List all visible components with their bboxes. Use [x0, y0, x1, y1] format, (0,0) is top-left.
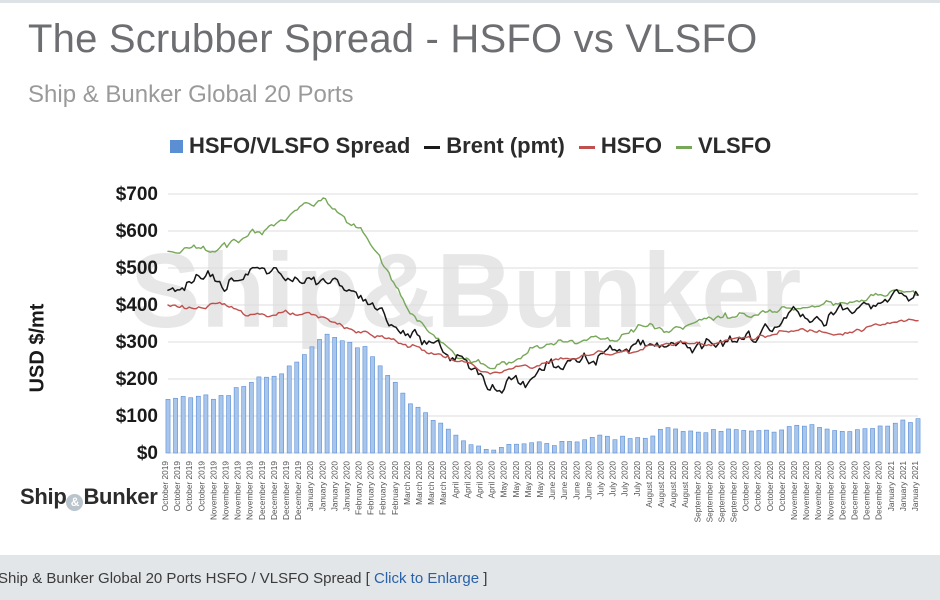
svg-text:November 2020: November 2020 [825, 461, 835, 520]
svg-text:November 2019: November 2019 [233, 461, 243, 520]
svg-text:April 2020: April 2020 [450, 461, 460, 499]
svg-text:August 2020: August 2020 [644, 461, 654, 508]
svg-text:January 2021: January 2021 [886, 461, 896, 512]
svg-text:September 2020: September 2020 [729, 461, 739, 523]
svg-text:December 2019: December 2019 [293, 461, 303, 520]
svg-text:February 2020: February 2020 [390, 461, 400, 515]
svg-text:$500: $500 [116, 258, 158, 279]
svg-text:October 2019: October 2019 [196, 461, 206, 512]
svg-text:$600: $600 [116, 221, 158, 242]
svg-text:$0: $0 [137, 443, 158, 464]
svg-text:October 2020: October 2020 [765, 461, 775, 512]
svg-text:July 2020: July 2020 [632, 461, 642, 497]
svg-text:May 2020: May 2020 [523, 461, 533, 498]
svg-text:March 2020: March 2020 [438, 461, 448, 505]
svg-text:April 2020: April 2020 [487, 461, 497, 499]
svg-text:August 2020: August 2020 [668, 461, 678, 508]
svg-text:January 2020: January 2020 [341, 461, 351, 512]
svg-text:December 2020: December 2020 [837, 461, 847, 520]
svg-text:January 2021: January 2021 [898, 461, 908, 512]
svg-text:December 2019: December 2019 [281, 461, 291, 520]
svg-text:$200: $200 [116, 369, 158, 390]
svg-text:May 2020: May 2020 [535, 461, 545, 498]
svg-text:May 2020: May 2020 [499, 461, 509, 498]
svg-text:December 2019: December 2019 [269, 461, 279, 520]
svg-text:September 2020: September 2020 [716, 461, 726, 523]
svg-text:October 2020: October 2020 [753, 461, 763, 512]
svg-text:January 2020: January 2020 [317, 461, 327, 512]
svg-text:November 2020: November 2020 [801, 461, 811, 520]
svg-text:June 2020: June 2020 [547, 461, 557, 500]
svg-text:$100: $100 [116, 406, 158, 427]
svg-text:December 2020: December 2020 [862, 461, 872, 520]
svg-text:March 2020: March 2020 [426, 461, 436, 505]
svg-text:January 2020: January 2020 [305, 461, 315, 512]
svg-text:October 2020: October 2020 [777, 461, 787, 512]
svg-text:June 2020: June 2020 [559, 461, 569, 500]
svg-text:January 2021: January 2021 [910, 461, 920, 512]
svg-text:February 2020: February 2020 [366, 461, 376, 515]
svg-text:$300: $300 [116, 332, 158, 353]
svg-text:February 2020: February 2020 [378, 461, 388, 515]
svg-text:November 2019: November 2019 [245, 461, 255, 520]
svg-text:March 2020: March 2020 [402, 461, 412, 505]
svg-text:October 2020: October 2020 [741, 461, 751, 512]
svg-text:November 2020: November 2020 [813, 461, 823, 520]
svg-text:August 2020: August 2020 [656, 461, 666, 508]
svg-text:October 2019: October 2019 [160, 461, 170, 512]
svg-text:November 2019: November 2019 [220, 461, 230, 520]
svg-text:September 2020: September 2020 [704, 461, 714, 523]
svg-text:June 2020: June 2020 [583, 461, 593, 500]
svg-text:October 2019: October 2019 [172, 461, 182, 512]
svg-text:June 2020: June 2020 [571, 461, 581, 500]
svg-text:December 2019: December 2019 [257, 461, 267, 520]
svg-text:$700: $700 [116, 184, 158, 205]
svg-text:May 2020: May 2020 [511, 461, 521, 498]
svg-text:July 2020: July 2020 [595, 461, 605, 497]
svg-text:August 2020: August 2020 [680, 461, 690, 508]
svg-text:September 2020: September 2020 [692, 461, 702, 523]
svg-text:$400: $400 [116, 295, 158, 316]
svg-text:December 2020: December 2020 [874, 461, 884, 520]
svg-text:April 2020: April 2020 [475, 461, 485, 499]
svg-text:July 2020: July 2020 [608, 461, 618, 497]
svg-text:July 2020: July 2020 [620, 461, 630, 497]
svg-text:October 2019: October 2019 [184, 461, 194, 512]
svg-text:November 2019: November 2019 [208, 461, 218, 520]
svg-text:January 2020: January 2020 [329, 461, 339, 512]
svg-text:February 2020: February 2020 [354, 461, 364, 515]
svg-text:December 2020: December 2020 [850, 461, 860, 520]
svg-text:April 2020: April 2020 [462, 461, 472, 499]
svg-text:March 2020: March 2020 [414, 461, 424, 505]
svg-text:November 2020: November 2020 [789, 461, 799, 520]
